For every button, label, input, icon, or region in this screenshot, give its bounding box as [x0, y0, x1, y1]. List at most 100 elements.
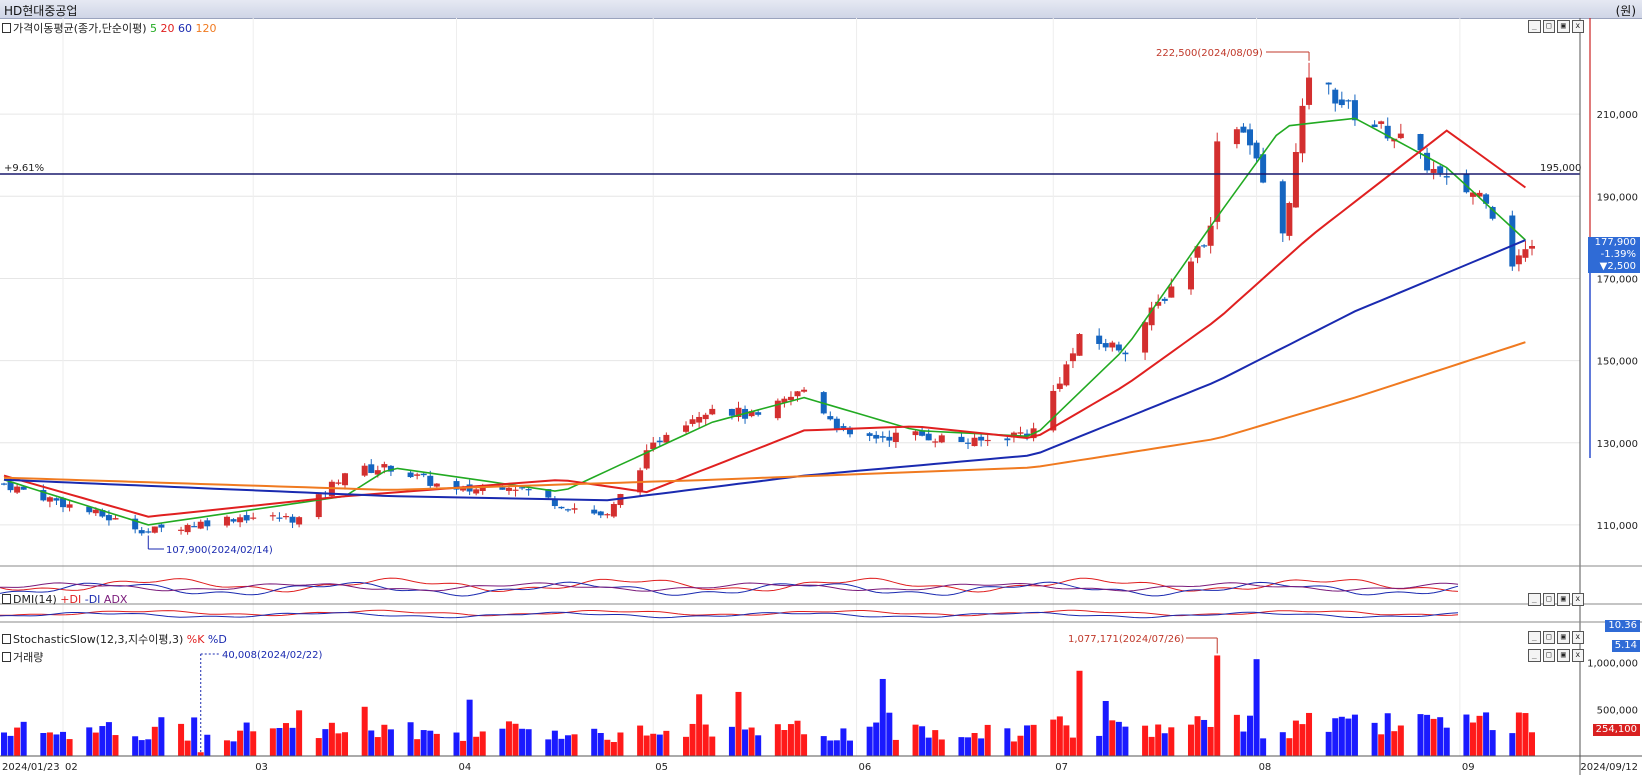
candle-body	[1247, 129, 1254, 146]
x-tick-label-02: 02	[65, 762, 78, 773]
candle-body	[1522, 249, 1529, 258]
candle-body	[1260, 154, 1267, 183]
close-icon[interactable]: x	[1571, 593, 1584, 606]
volume-bar	[742, 729, 749, 756]
volume-bar	[1201, 719, 1208, 756]
candle-body	[230, 519, 237, 522]
candle-body	[702, 414, 709, 420]
candle-body	[1004, 438, 1011, 441]
maximize-icon[interactable]: ▣	[1557, 20, 1570, 33]
volume-bar	[643, 735, 650, 756]
volume-bar	[833, 740, 840, 756]
candle-body	[282, 516, 289, 518]
volume-bar	[1292, 720, 1299, 756]
candle-body	[1397, 133, 1404, 139]
volume-bar	[1069, 737, 1076, 756]
candle-body	[525, 489, 532, 491]
candle-body	[1384, 125, 1391, 139]
stoch-value-tag: 5.14	[1611, 640, 1640, 652]
candle-body	[223, 516, 230, 526]
volume-tick-label: 500,000	[1597, 705, 1638, 716]
candle-body	[978, 436, 985, 441]
hline-value: 195,000	[1540, 163, 1581, 174]
candle-body	[197, 521, 204, 529]
candle-body	[551, 498, 558, 507]
candle-body	[374, 470, 381, 475]
candle-body	[886, 436, 893, 441]
panel-toggle-icon[interactable]	[2, 594, 11, 604]
candle-body	[1148, 307, 1155, 326]
volume-bar	[1030, 724, 1037, 756]
candle-body	[1417, 133, 1424, 151]
panel-toggle-icon[interactable]	[2, 23, 11, 33]
volume-bar	[427, 730, 434, 756]
volume-bar	[1469, 722, 1476, 756]
volume-bar	[827, 740, 834, 756]
restore-icon[interactable]: □	[1542, 631, 1555, 644]
candle-body	[833, 418, 840, 430]
candle-body	[1279, 181, 1286, 234]
panel-toggle-icon[interactable]	[2, 634, 11, 644]
volume-bar	[1443, 727, 1450, 756]
candle-body	[512, 489, 519, 491]
volume-bars	[1, 637, 1535, 756]
volume-bar	[525, 729, 532, 756]
volume-bar	[1247, 715, 1254, 756]
close-icon[interactable]: x	[1571, 649, 1584, 662]
candle-body	[473, 489, 480, 494]
volume-bar	[1207, 726, 1214, 756]
volume-high-annotation: 1,077,171(2024/07/26)	[1068, 634, 1184, 645]
maximize-icon[interactable]: ▣	[1557, 631, 1570, 644]
volume-bar	[1194, 716, 1201, 756]
volume-bar	[1437, 717, 1444, 756]
volume-bar	[53, 734, 60, 756]
candle-body	[191, 526, 198, 528]
restore-icon[interactable]: □	[1542, 593, 1555, 606]
volume-panel-header: 거래량	[2, 649, 43, 665]
volume-bar	[145, 739, 152, 756]
volume-bar	[971, 733, 978, 756]
candle-body	[1187, 261, 1194, 290]
price-panel-controls: _ □ ▣ x	[1528, 20, 1584, 33]
volume-bar	[342, 732, 349, 756]
close-icon[interactable]: x	[1571, 631, 1584, 644]
volume-bar	[748, 727, 755, 756]
maximize-icon[interactable]: ▣	[1557, 593, 1570, 606]
volume-bar	[879, 678, 886, 756]
candle-body	[342, 473, 349, 486]
minimize-icon[interactable]: _	[1528, 593, 1541, 606]
adx-line	[0, 582, 1459, 592]
candle-body	[781, 398, 788, 403]
maximize-icon[interactable]: ▣	[1557, 649, 1570, 662]
close-icon[interactable]: x	[1571, 20, 1584, 33]
candle-body	[1056, 383, 1063, 389]
volume-bar	[1522, 713, 1529, 756]
candlestick-chart[interactable]: 222,500(2024/08/09) 107,900(2024/02/14) …	[0, 18, 1642, 775]
candle-body	[1463, 174, 1470, 193]
volume-bar	[597, 732, 604, 756]
x-axis-ticks: 02 03 04 05 06 07 08 09 2024/01/23 2024/09/12	[2, 762, 1638, 773]
volume-bar	[958, 737, 965, 756]
volume-bar	[886, 712, 893, 756]
volume-bar	[1371, 722, 1378, 756]
candle-body	[178, 529, 185, 531]
volume-bar	[1529, 732, 1535, 756]
minimize-icon[interactable]: _	[1528, 649, 1541, 662]
candle-body	[1332, 89, 1339, 104]
volume-bar	[1017, 735, 1024, 756]
stoch-d-line	[0, 611, 1459, 619]
candle-body	[505, 487, 512, 491]
high-annotation: 222,500(2024/08/09)	[1156, 48, 1263, 59]
panel-toggle-icon[interactable]	[2, 652, 11, 662]
restore-icon[interactable]: □	[1542, 649, 1555, 662]
restore-icon[interactable]: □	[1542, 20, 1555, 33]
x-axis-start: 2024/01/23	[2, 762, 60, 773]
volume-bar	[335, 733, 342, 756]
candle-body	[656, 440, 663, 443]
price-tick-label: 170,000	[1597, 274, 1638, 285]
volume-bar	[289, 727, 296, 756]
grid-lines	[0, 18, 1580, 756]
minimize-icon[interactable]: _	[1528, 20, 1541, 33]
candle-body	[1476, 192, 1483, 197]
minimize-icon[interactable]: _	[1528, 631, 1541, 644]
